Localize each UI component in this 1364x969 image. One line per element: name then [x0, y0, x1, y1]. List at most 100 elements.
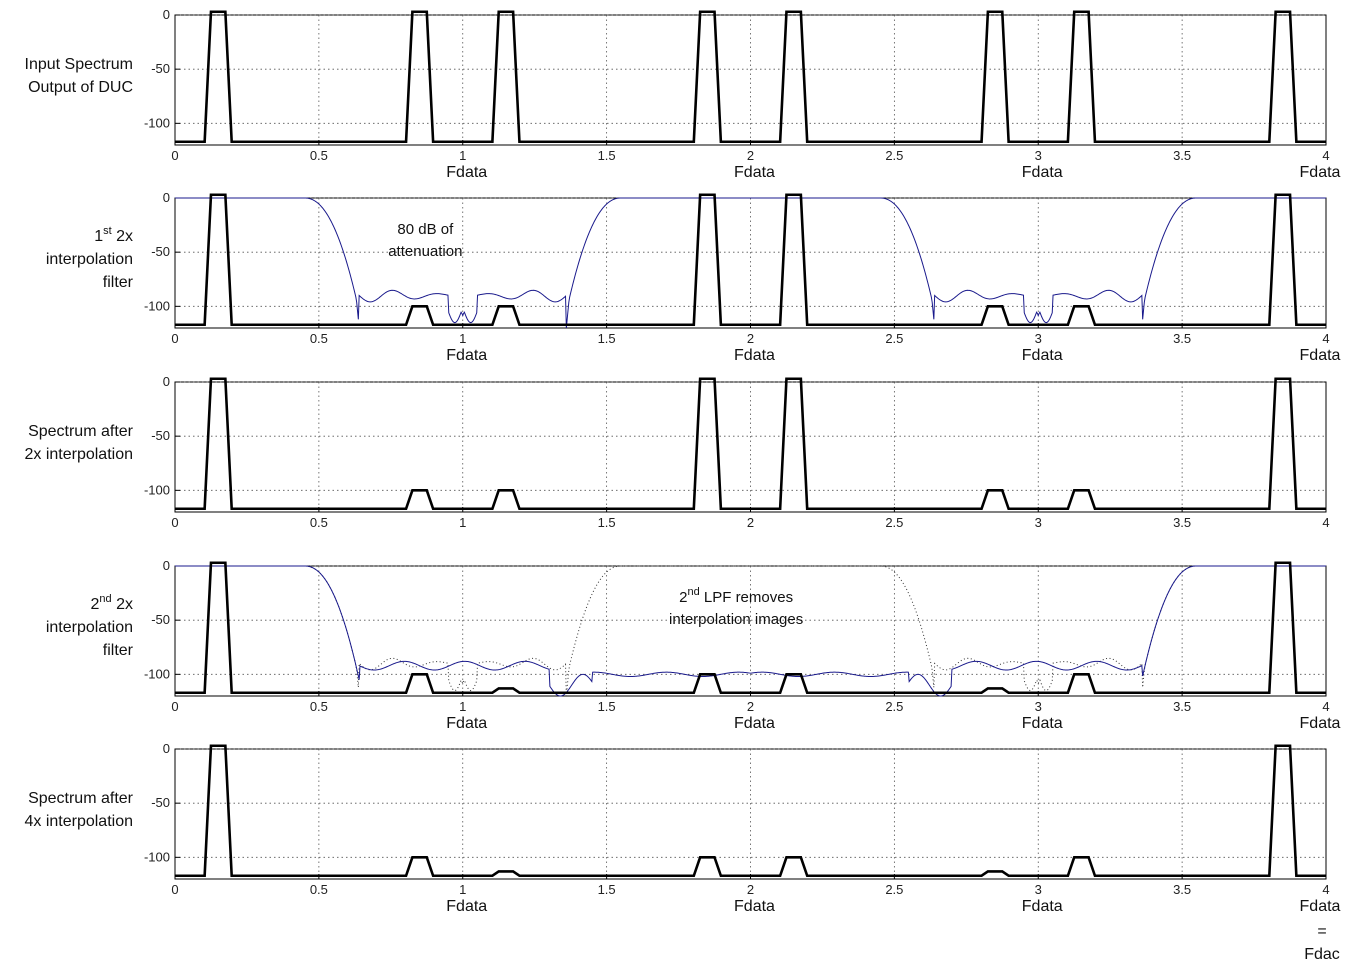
x-tick-label: 1: [459, 331, 466, 346]
y-tick-label: 0: [163, 190, 170, 205]
y-tick-label: -50: [151, 612, 170, 627]
y-tick-label: 0: [163, 374, 170, 389]
y-tick-label: -100: [144, 666, 170, 681]
x-tick-label: 2.5: [885, 515, 903, 530]
y-tick-label: -100: [144, 298, 170, 313]
filter-response-curve: [175, 197, 1326, 329]
y-tick-label: -100: [144, 482, 170, 497]
y-tick-label: 0: [163, 741, 170, 756]
y-axis-label: 2nd 2x: [91, 593, 134, 613]
fdata-label: Fdata: [446, 715, 487, 732]
y-tick-label: -100: [144, 849, 170, 864]
y-axis-label: Spectrum after: [28, 423, 134, 440]
x-tick-label: 3.5: [1173, 882, 1191, 897]
x-tick-label: 0.5: [310, 699, 328, 714]
x-tick-label: 0.5: [310, 148, 328, 163]
x-tick-label: 1: [459, 882, 466, 897]
fdac-label: =: [1317, 923, 1326, 940]
x-tick-label: 0: [171, 699, 178, 714]
fdata-label: Fdata: [446, 898, 487, 915]
x-tick-label: 3.5: [1173, 515, 1191, 530]
x-tick-label: 1.5: [598, 331, 616, 346]
y-axis-label: Input Spectrum: [25, 56, 134, 73]
x-tick-label: 0.5: [310, 331, 328, 346]
x-tick-label: 3: [1035, 882, 1042, 897]
panel-4: 0 0.5 1 1.5 2 2.5 3 3.5 4 0 -50 -100 Fdata Fdata Fdata…: [46, 558, 1341, 732]
x-tick-label: 0.5: [310, 515, 328, 530]
x-tick-label: 3.5: [1173, 699, 1191, 714]
y-tick-label: -50: [151, 428, 170, 443]
x-tick-label: 0: [171, 515, 178, 530]
x-tick-label: 2.5: [885, 148, 903, 163]
x-tick-label: 2: [747, 882, 754, 897]
spectrum-line: [175, 193, 1326, 327]
fdata-label: Fdata: [734, 164, 775, 181]
x-tick-label: 1.5: [598, 515, 616, 530]
x-tick-label: 0: [171, 882, 178, 897]
y-axis-label: 4x interpolation: [24, 813, 133, 830]
x-tick-label: 4: [1322, 148, 1329, 163]
x-tick-label: 1: [459, 148, 466, 163]
annotation-text: interpolation images: [669, 611, 803, 628]
spectrum-line: [175, 10, 1326, 144]
fdata-label: Fdata: [1022, 347, 1063, 364]
spectrum-line: [175, 744, 1326, 878]
x-tick-label: 3: [1035, 699, 1042, 714]
x-tick-label: 3.5: [1173, 331, 1191, 346]
y-axis-label: 1st 2x: [94, 225, 133, 245]
y-tick-label: -100: [144, 115, 170, 130]
y-axis-label: interpolation: [46, 251, 133, 268]
x-tick-label: 4: [1322, 882, 1329, 897]
x-tick-label: 2.5: [885, 331, 903, 346]
x-tick-label: 2: [747, 699, 754, 714]
fdata-label: Fdata: [1300, 347, 1341, 364]
y-tick-label: -50: [151, 244, 170, 259]
filter-response-curve: [175, 565, 1326, 697]
x-tick-label: 3: [1035, 331, 1042, 346]
fdac-label: Fdac: [1304, 946, 1340, 963]
x-tick-label: 2: [747, 515, 754, 530]
y-tick-label: 0: [163, 7, 170, 22]
annotation-text: attenuation: [388, 243, 462, 260]
panel-2: 0 0.5 1 1.5 2 2.5 3 3.5 4 0 -50 -100 Fdata Fdata Fdata…: [46, 190, 1341, 364]
x-tick-label: 3: [1035, 515, 1042, 530]
y-axis-label: Spectrum after: [28, 790, 134, 807]
x-tick-label: 1: [459, 515, 466, 530]
annotation-text: 2nd LPF removes: [679, 586, 793, 606]
spectrum-line: [175, 377, 1326, 511]
y-tick-label: -50: [151, 795, 170, 810]
annotation-text: 80 dB of: [397, 221, 454, 238]
fdata-label: Fdata: [1300, 715, 1341, 732]
spectrum-line: [175, 561, 1326, 695]
panel-5: 0 0.5 1 1.5 2 2.5 3 3.5 4 0 -50 -100 Fdata Fdata Fdata…: [24, 741, 1340, 963]
x-tick-label: 3: [1035, 148, 1042, 163]
fdata-label: Fdata: [1022, 715, 1063, 732]
x-tick-label: 0: [171, 148, 178, 163]
fdata-label: Fdata: [734, 898, 775, 915]
x-tick-label: 4: [1322, 699, 1329, 714]
x-tick-label: 2.5: [885, 699, 903, 714]
x-tick-label: 3.5: [1173, 148, 1191, 163]
y-axis-label: interpolation: [46, 619, 133, 636]
x-tick-label: 0: [171, 331, 178, 346]
y-tick-label: -50: [151, 61, 170, 76]
x-tick-label: 1.5: [598, 148, 616, 163]
y-axis-label: filter: [103, 642, 134, 659]
x-tick-label: 2.5: [885, 882, 903, 897]
x-tick-label: 1.5: [598, 882, 616, 897]
x-tick-label: 1.5: [598, 699, 616, 714]
x-tick-label: 4: [1322, 331, 1329, 346]
panel-1: 0 0.5 1 1.5 2 2.5 3 3.5 4 0 -50 -100 Fdata Fdata Fdata…: [25, 7, 1341, 181]
x-tick-label: 2: [747, 148, 754, 163]
fdata-label: Fdata: [734, 715, 775, 732]
fdata-label: Fdata: [734, 347, 775, 364]
y-axis-label: Output of DUC: [28, 79, 133, 96]
panel-3: 0 0.5 1 1.5 2 2.5 3 3.5 4 0 -50 -100 Spectrum after 2…: [24, 374, 1329, 530]
x-tick-label: 4: [1322, 515, 1329, 530]
x-tick-label: 0.5: [310, 882, 328, 897]
y-tick-label: 0: [163, 558, 170, 573]
x-tick-label: 1: [459, 699, 466, 714]
fdata-label: Fdata: [1022, 164, 1063, 181]
x-tick-label: 2: [747, 331, 754, 346]
